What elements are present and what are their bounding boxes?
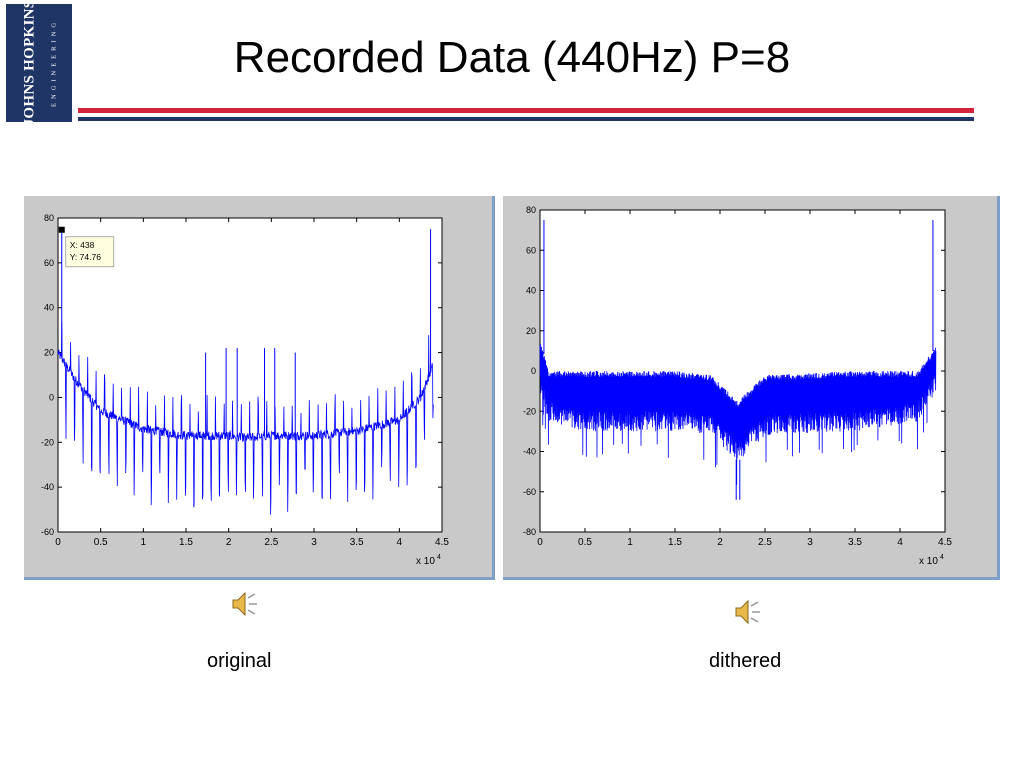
original-trace bbox=[57, 322, 434, 515]
x-tick-label: 1 bbox=[141, 537, 147, 548]
x-multiplier-exponent: 4 bbox=[437, 554, 441, 561]
y-tick-label: 40 bbox=[44, 303, 54, 313]
x-tick-label: 1 bbox=[627, 537, 633, 548]
slide-title: Recorded Data (440Hz) P=8 bbox=[233, 33, 791, 82]
x-multiplier-label: x 10 bbox=[416, 556, 435, 567]
y-tick-label: 20 bbox=[44, 348, 54, 358]
y-tick-label: -40 bbox=[523, 447, 536, 457]
x-tick-label: 3 bbox=[807, 537, 813, 548]
axes-box bbox=[57, 217, 443, 533]
axes-box bbox=[539, 209, 946, 533]
x-multiplier-label: x 10 bbox=[919, 556, 938, 567]
x-tick-label: 2.5 bbox=[758, 537, 772, 548]
datatip-y-text: Y: 74.76 bbox=[70, 252, 101, 262]
x-tick-label: 2.5 bbox=[264, 537, 278, 548]
x-tick-label: 0.5 bbox=[578, 537, 592, 548]
x-tick-label: 3 bbox=[311, 537, 317, 548]
datatip-box bbox=[65, 236, 115, 268]
x-tick-label: 0.5 bbox=[94, 537, 108, 548]
y-tick-label: 40 bbox=[526, 286, 536, 296]
y-tick-label: 60 bbox=[44, 258, 54, 268]
x-tick-label: 2 bbox=[717, 537, 723, 548]
y-tick-label: 80 bbox=[44, 213, 54, 223]
y-tick-label: -60 bbox=[523, 487, 536, 497]
title-rule-red bbox=[78, 108, 974, 113]
speaker-icon bbox=[232, 591, 257, 617]
y-tick-label: 80 bbox=[526, 205, 536, 215]
y-tick-label: -20 bbox=[523, 406, 536, 416]
dithered-figure-panel: 80 60 40 20 0 -20 -40 -60 -80 0 0.5 1 1.5 2 2.5 3 3.5 4 4.… bbox=[503, 196, 1000, 580]
x-multiplier-exponent: 4 bbox=[940, 554, 944, 561]
x-tick-label: 0 bbox=[537, 537, 543, 548]
y-tick-label: -20 bbox=[41, 437, 54, 447]
x-tick-label: 1.5 bbox=[668, 537, 682, 548]
dithered-audio-speaker-icon[interactable] bbox=[733, 597, 763, 627]
y-tick-label: 0 bbox=[531, 366, 536, 376]
y-tick-label: 0 bbox=[49, 392, 54, 402]
y-tick-label: 20 bbox=[526, 326, 536, 336]
johns-hopkins-logo: JOHNS HOPKINS ENGINEERING bbox=[6, 0, 72, 126]
x-tick-label: 2 bbox=[226, 537, 232, 548]
y-tick-label: -80 bbox=[523, 527, 536, 537]
original-figure-panel: 80 60 40 20 0 -20 -40 -60 0 0.5 1 1.5 2 2.5 3 3.5 4 4.5 x … bbox=[24, 196, 495, 580]
x-tick-label: 3.5 bbox=[848, 537, 862, 548]
y-tick-label: -60 bbox=[41, 527, 54, 537]
x-tick-label: 4 bbox=[897, 537, 903, 548]
dithered-trace bbox=[539, 343, 937, 485]
speaker-icon bbox=[735, 599, 760, 625]
original-audio-speaker-icon[interactable] bbox=[230, 589, 260, 619]
x-tick-label: 3.5 bbox=[350, 537, 364, 548]
datatip-marker bbox=[58, 226, 65, 233]
x-tick-label: 1.5 bbox=[179, 537, 193, 548]
x-tick-label: 4.5 bbox=[435, 537, 449, 548]
x-tick-label: 4.5 bbox=[938, 537, 952, 548]
title-rule-navy bbox=[78, 117, 974, 121]
x-tick-label: 0 bbox=[55, 537, 61, 548]
caption-original: original bbox=[207, 650, 272, 672]
y-tick-label: 60 bbox=[526, 245, 536, 255]
datatip-x-text: X: 438 bbox=[70, 240, 95, 250]
x-tick-label: 4 bbox=[397, 537, 403, 548]
y-tick-label: -40 bbox=[41, 482, 54, 492]
caption-dithered: dithered bbox=[709, 650, 782, 672]
